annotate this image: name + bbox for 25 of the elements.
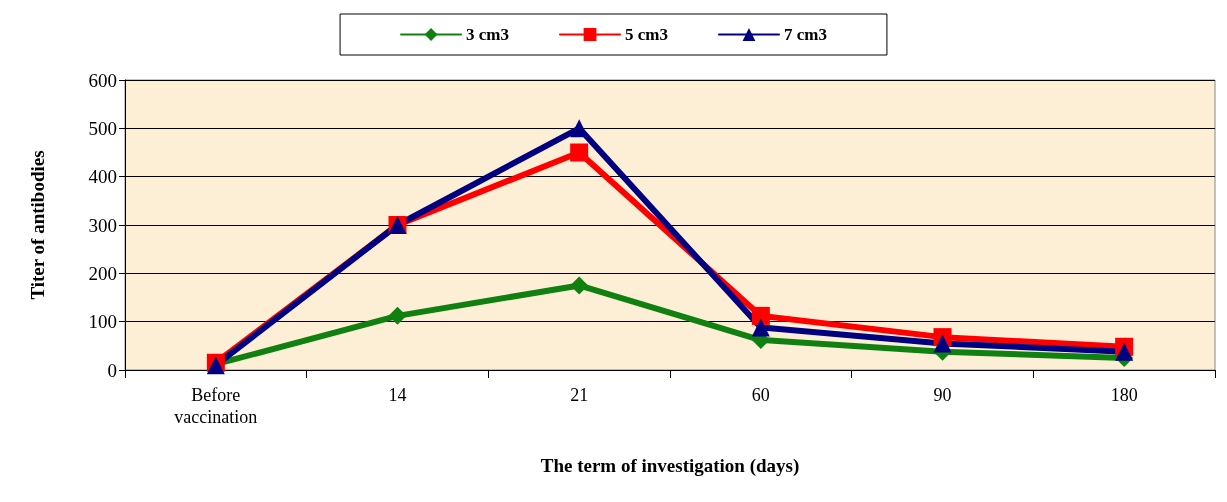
legend-label: 5 cm3 xyxy=(625,25,668,44)
y-tick-label: 300 xyxy=(88,214,117,236)
x-tick-label: 14 xyxy=(388,385,407,405)
point xyxy=(388,306,407,325)
x-tick-label: 90 xyxy=(933,385,952,405)
y-tick-label: 500 xyxy=(88,117,117,139)
point xyxy=(570,276,589,295)
legend-label: 7 cm3 xyxy=(783,25,827,44)
point xyxy=(1115,342,1134,361)
point xyxy=(751,306,770,325)
x-tick-label: Before vaccination xyxy=(174,385,258,427)
point xyxy=(751,318,770,337)
y-tick-label: 200 xyxy=(88,262,117,284)
y-axis-title: Titer of antibodies xyxy=(27,150,48,300)
y-tick-label: 100 xyxy=(88,311,117,333)
point xyxy=(570,143,589,162)
x-tick-label: 21 xyxy=(570,385,589,405)
x-tick-label: 60 xyxy=(751,385,770,405)
legend-label: 3 cm3 xyxy=(466,25,510,44)
point xyxy=(933,334,952,353)
y-tick-label: 0 xyxy=(107,359,117,381)
x-axis-title: The term of investigation (days) xyxy=(540,455,800,477)
x-tick-label: 180 xyxy=(1110,385,1138,405)
y-tick-label: 400 xyxy=(88,166,117,188)
y-tick-label: 600 xyxy=(88,69,117,91)
